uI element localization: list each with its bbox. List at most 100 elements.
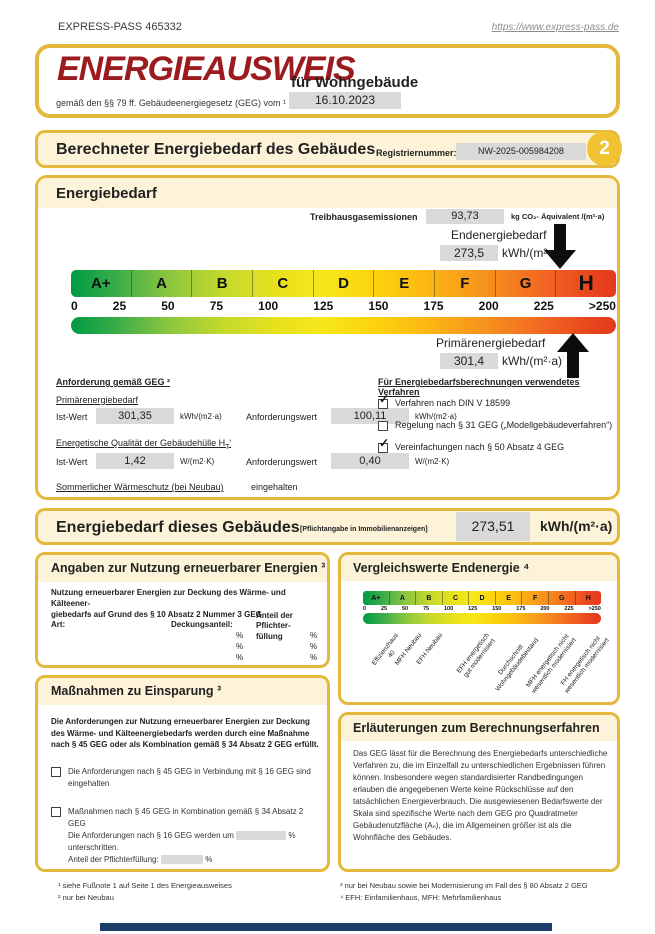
massnahmen-check2-line1: Maßnahmen nach § 45 GEG in Kombination g… xyxy=(68,807,304,828)
erlaeuterungen-panel: Erläuterungen zum Berechnungserfahren Da… xyxy=(338,712,620,872)
renewables-percent-3b: % xyxy=(310,653,318,662)
section-title: Berechneter Energiebedarf des Gebäudes xyxy=(56,141,376,158)
scale-class-c: C xyxy=(253,270,314,297)
massnahmen-checkbox-1[interactable] xyxy=(51,767,61,777)
energy-class-scale: A+ A B C D E F G H xyxy=(71,270,616,297)
ghg-label: Treibhausgasemissionen xyxy=(310,212,418,222)
energiebedarf-title: Energiebedarf xyxy=(56,185,157,202)
huelle-anf-field[interactable]: 0,40 xyxy=(331,453,409,469)
massnahmen-check-1[interactable]: Die Anforderungen nach § 45 GEG in Verbi… xyxy=(51,766,317,790)
scale-class-e: E xyxy=(374,270,436,297)
massnahmen-check2-line3b: % xyxy=(205,855,213,864)
renewables-percent-3a: % xyxy=(236,653,244,662)
huelle-heading: Energetische Qualität der Gebäudehülle H… xyxy=(56,438,232,451)
verfahren-item-modellgebaeude[interactable]: Regelung nach § 31 GEG („Modellgebäudeve… xyxy=(378,420,613,431)
scale-class-a: A xyxy=(132,270,193,297)
scale-class-d: D xyxy=(314,270,375,297)
reg-number-label: Registriernummer: xyxy=(376,148,457,158)
mini-class-c: C xyxy=(443,591,470,605)
page-number-badge: 2 xyxy=(587,131,622,166)
mini-class-g: G xyxy=(549,591,576,605)
geg-date-field[interactable]: 16.10.2023 xyxy=(289,92,401,109)
document-subtitle: für Wohngebäude xyxy=(291,74,419,91)
express-pass-link[interactable]: https://www.express-pass.de xyxy=(491,22,619,33)
vergleich-label-efh-modernisiert: EFH energetisch gut modernisiert xyxy=(455,632,497,679)
building-demand-title: Energiebedarf dieses Gebäudes xyxy=(56,519,300,536)
verfahren-item-vereinfachungen[interactable]: ✓ Vereinfachungen nach § 50 Absatz 4 GEG xyxy=(378,436,565,453)
building-demand-value-field[interactable]: 273,51 xyxy=(456,512,530,541)
pflichterfuellung-blank-field[interactable] xyxy=(160,855,203,865)
erlaeuterungen-title: Erläuterungen zum Berechnungserfahren xyxy=(353,721,600,735)
verfahren-item-din18599[interactable]: ✓ Verfahren nach DIN V 18599 xyxy=(378,392,511,409)
building-demand-bar: Energiebedarf dieses Gebäudes [Pflichtan… xyxy=(35,508,620,545)
footnotes-left: ¹ siehe Fußnote 1 auf Seite 1 des Energi… xyxy=(58,880,333,904)
renewables-percent-2b: % xyxy=(310,642,318,651)
scale-class-g: G xyxy=(496,270,557,297)
massnahmen-checkbox-2[interactable] xyxy=(51,807,61,817)
anforderungswert-label-1: Anforderungswert xyxy=(246,412,318,422)
prim-ist-field[interactable]: 301,35 xyxy=(96,408,174,424)
mini-class-f: F xyxy=(522,591,549,605)
huelle-ist-unit: W/(m2·K) xyxy=(180,457,215,466)
ghg-value-field[interactable]: 93,73 xyxy=(426,209,504,224)
massnahmen-title: Maßnahmen zu Einsparung ³ xyxy=(51,684,222,698)
primaerenergiebedarf-unit: kWh/(m²·a) xyxy=(502,354,562,368)
renewables-intro: Nutzung erneuerbarer Energien zur Deckun… xyxy=(51,588,286,619)
verfahren-checkbox-3[interactable]: ✓ xyxy=(378,436,389,453)
mini-class-a-plus: A+ xyxy=(363,591,390,605)
mini-class-b: B xyxy=(416,591,443,605)
document-id: EXPRESS-PASS 465332 xyxy=(58,21,182,33)
verfahren-checkbox-1[interactable]: ✓ xyxy=(378,392,389,409)
renewables-art-label: Art: xyxy=(51,620,66,629)
scale-class-a-plus: A+ xyxy=(71,270,132,297)
endenergiebedarf-label: Endenergiebedarf xyxy=(451,228,547,242)
renewables-pflicht-label: Anteil der Pflichter- füllung xyxy=(256,611,293,641)
building-demand-unit: kWh/(m²·a) xyxy=(540,518,613,534)
geg-primaer-heading: Primärenergiebedarf xyxy=(56,395,139,405)
scale-class-f: F xyxy=(435,270,496,297)
reg-number-field[interactable]: NW-2025-005984208 xyxy=(456,143,586,160)
sommer-heading: Sommerlicher Wärmeschutz (bei Neubau) xyxy=(56,482,224,492)
endenergiebedarf-value-field[interactable]: 273,5 xyxy=(440,245,498,261)
renewables-title: Angaben zur Nutzung erneuerbarer Energie… xyxy=(51,561,326,575)
verfahren-heading: Für Energiebedarfsberechnungen verwendet… xyxy=(378,377,580,397)
primary-energy-gradient-bar xyxy=(71,317,616,334)
scale-class-h: H xyxy=(578,271,594,295)
huelle-ist-field[interactable]: 1,42 xyxy=(96,453,174,469)
footnote-2: ² nur bei Neubau xyxy=(58,893,114,902)
renewables-percent-1b: % xyxy=(310,631,318,640)
massnahmen-panel: Maßnahmen zu Einsparung ³ Die Anforderun… xyxy=(35,675,330,872)
erlaeuterungen-body: Das GEG lässt für die Berechnung des Ene… xyxy=(353,749,608,842)
footnote-3: ³ nur bei Neubau sowie bei Modernisierun… xyxy=(340,881,588,890)
law-reference: gemäß den §§ 79 ff. Gebäudeenergiegesetz… xyxy=(56,98,286,108)
footnote-4: ⁴ EFH: Einfamilienhaus, MFH: Mehrfamilie… xyxy=(340,893,502,902)
ghg-unit: kg CO₂- Äquivalent /(m²·a) xyxy=(511,212,605,221)
prim-anf-unit: kWh/(m2·a) xyxy=(415,412,457,421)
geg-requirement-heading: Anforderung gemäß GEG ² xyxy=(56,377,171,387)
primaerenergiebedarf-value-field[interactable]: 301,4 xyxy=(440,353,498,369)
mini-class-e: E xyxy=(496,591,523,605)
verfahren-checkbox-2[interactable] xyxy=(378,421,388,431)
mini-scale-labels: Effizienzhaus 40 MFH Neubau EFH Neubau E… xyxy=(363,624,611,716)
mini-scale-ticks: 0 25 50 75 100 125 150 175 200 225 >250 xyxy=(363,606,601,612)
section-header-bar: Berechneter Energiebedarf des Gebäudes R… xyxy=(35,130,620,168)
vergleichswerte-panel: Vergleichswerte Endenergie ⁴ A+ A B C D … xyxy=(338,552,620,705)
massnahmen-check-2[interactable]: Maßnahmen nach § 45 GEG in Kombination g… xyxy=(51,806,321,866)
unterschreitung-blank-field[interactable] xyxy=(236,831,287,841)
ist-wert-label-2: Ist-Wert xyxy=(56,457,88,467)
prim-anf-field[interactable]: 100,11 xyxy=(331,408,409,424)
mini-class-d: D xyxy=(469,591,496,605)
mini-scale: A+ A B C D E F G H 0 25 50 75 100 125 150 17… xyxy=(363,591,611,716)
endenergie-arrow-down-icon xyxy=(544,224,576,269)
footer-bar xyxy=(100,923,552,931)
primaerenergie-arrow-up-icon xyxy=(557,333,589,378)
massnahmen-check2-line3a: Anteil der Pflichterfüllung: xyxy=(68,855,159,864)
footnotes-right: ³ nur bei Neubau sowie bei Modernisierun… xyxy=(340,880,630,904)
scale-ticks: 0 25 50 75 100 125 150 175 200 225 >250 xyxy=(71,299,616,313)
primaerenergiebedarf-label: Primärenergiebedarf xyxy=(436,336,546,350)
mini-gradient-bar xyxy=(363,613,601,624)
renewables-deckung-label: Deckungsanteil: xyxy=(171,620,233,629)
massnahmen-check2-line2b: % unterschritten. xyxy=(68,831,296,852)
document-title: ENERGIEAUSWEIS xyxy=(57,50,356,88)
